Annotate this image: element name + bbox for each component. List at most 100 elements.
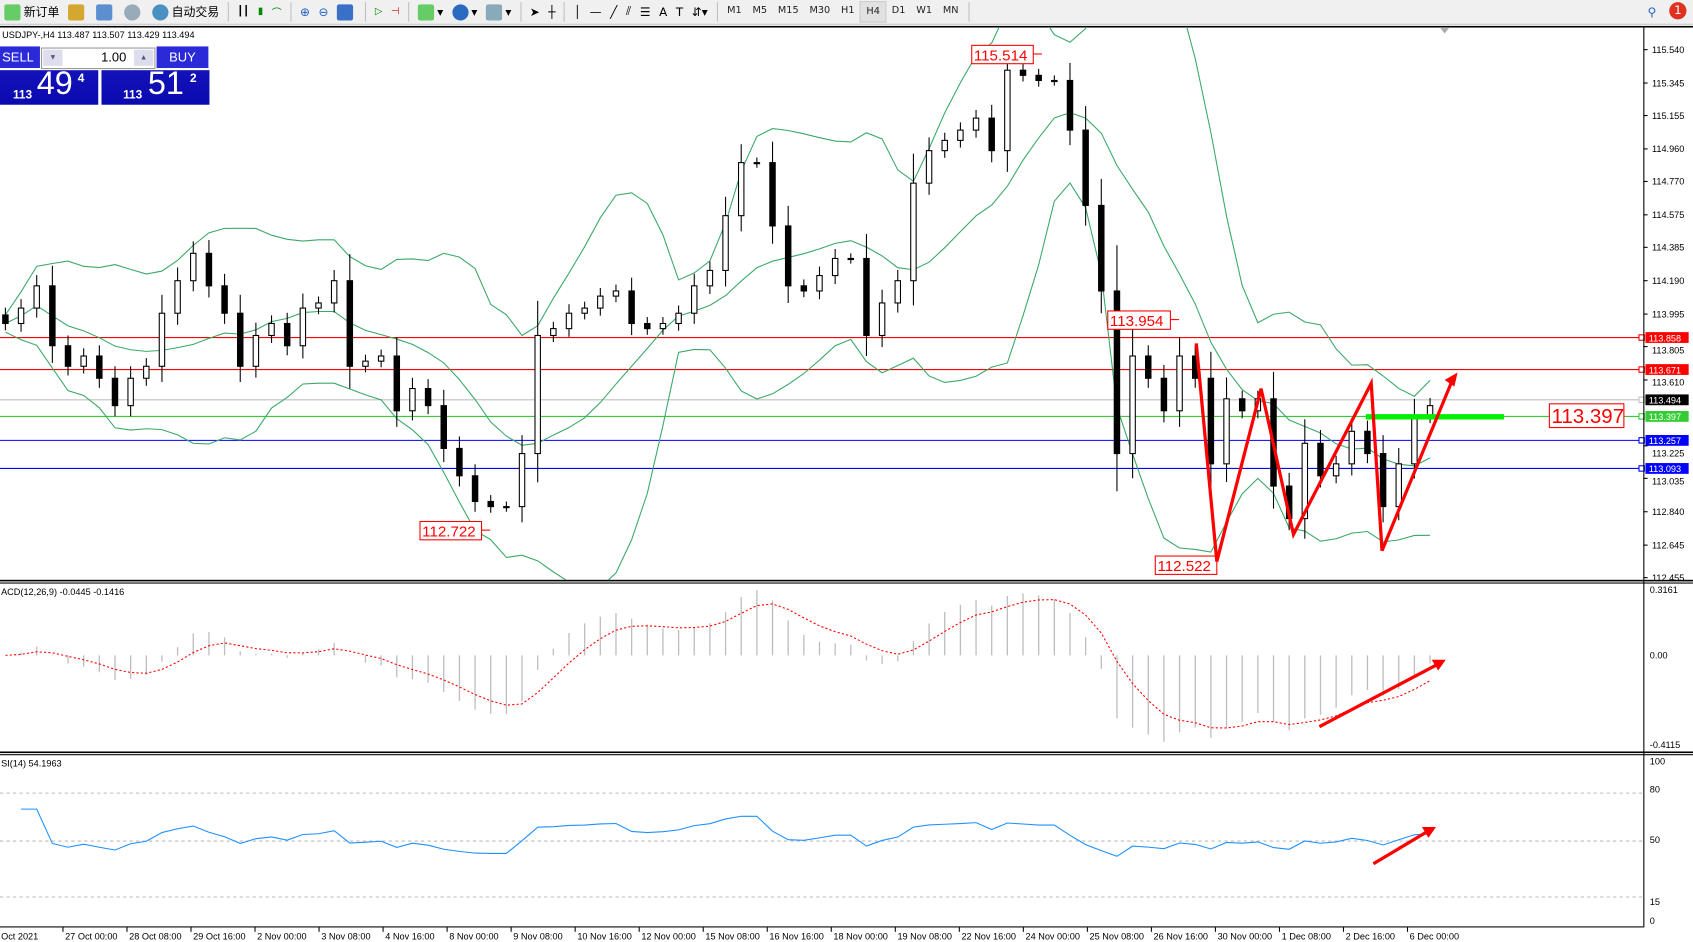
annotation-low-1: 112.722: [422, 524, 476, 541]
text-label-button[interactable]: T: [672, 1, 688, 23]
level-badge-label: 113.858: [1649, 333, 1681, 343]
horizontal-line-button[interactable]: —: [585, 1, 606, 23]
lot-increase-button[interactable]: ▲: [133, 49, 154, 66]
arrows-button[interactable]: ⇵▾: [687, 1, 712, 23]
autoscroll-button[interactable]: ▷: [371, 1, 387, 23]
chart-shift-button[interactable]: ⊣: [387, 1, 404, 23]
pane-divider[interactable]: [0, 579, 1693, 582]
rsi-label: SI(14) 54.1963: [1, 759, 62, 769]
tile-windows-button[interactable]: [333, 1, 361, 23]
line-chart-button[interactable]: ⌒: [268, 1, 286, 23]
text-button[interactable]: A: [655, 1, 672, 23]
timeframe-mn[interactable]: MN: [942, 5, 959, 17]
lot-size-input[interactable]: ▼ 1.00 ▲: [41, 47, 156, 70]
timeframe-h4[interactable]: H4: [859, 1, 887, 23]
candle-body: [1082, 129, 1089, 206]
candle-body: [221, 285, 228, 314]
time-tick-label: 9 Nov 08:00: [513, 931, 562, 941]
candlestick-button[interactable]: ▮: [254, 1, 268, 23]
history-button[interactable]: [64, 1, 92, 23]
sell-button[interactable]: SELL: [0, 46, 40, 69]
auto-trading-button[interactable]: 自动交易: [148, 1, 224, 23]
bar-chart-button[interactable]: ┃┃: [233, 1, 253, 23]
indicators-button[interactable]: ▾: [414, 1, 448, 23]
rsi-tick: 15: [1650, 897, 1660, 907]
market-watch-button[interactable]: [92, 1, 120, 23]
notification-badge: 1: [1669, 2, 1687, 20]
price-tick-label: 113.995: [1652, 309, 1684, 319]
candle-body: [1113, 290, 1121, 455]
search-button[interactable]: ⚲: [1643, 1, 1660, 23]
crosshair-button[interactable]: ┼: [544, 1, 560, 23]
candle-body: [769, 162, 776, 227]
timeframe-h1[interactable]: H1: [841, 5, 855, 17]
zoom-out-button[interactable]: ⊖: [314, 1, 333, 23]
macd-trend-arrow: [1318, 661, 1442, 729]
price-levels: 113.858 113.671 113.494 113.397 113.257 113.0…: [0, 332, 1689, 474]
bid-prefix: 113: [12, 88, 33, 102]
tile-icon: [337, 3, 354, 20]
fibonacci-button[interactable]: ☰: [636, 1, 655, 23]
horizontal-line-icon: —: [589, 4, 602, 19]
price-tick-label: 114.575: [1652, 210, 1684, 220]
level-badge: [1645, 463, 1689, 474]
trendline-button[interactable]: ╱: [606, 1, 622, 23]
candle-body: [753, 162, 761, 165]
lot-decrease-button[interactable]: ▼: [43, 49, 63, 66]
timeframe-m1[interactable]: M1: [727, 5, 742, 17]
timeframe-m30[interactable]: M30: [809, 5, 831, 17]
candle-body: [1066, 79, 1074, 131]
timeframe-m5[interactable]: M5: [752, 5, 768, 17]
candle-body: [1301, 442, 1309, 520]
separator: [290, 2, 292, 22]
autoscroll-icon: ▷: [374, 6, 383, 18]
candle-body: [96, 355, 103, 379]
notifications-button[interactable]: 1: [1661, 1, 1693, 23]
time-axis: Oct 2021 27 Oct 00:00 28 Oct 08:00 29 Oct 1…: [1, 927, 1459, 941]
vertical-line-button[interactable]: │: [569, 1, 585, 23]
one-click-trading-panel: SELL ▼ 1.00 ▲ BUY 113 49 4 113 51 2: [0, 46, 210, 105]
signals-button[interactable]: [120, 1, 148, 23]
candle-body: [315, 302, 322, 309]
text-icon: A: [659, 4, 668, 19]
timeframe-d1[interactable]: D1: [891, 5, 906, 17]
macd-tick: -0.4115: [1650, 740, 1680, 750]
candle-body: [1160, 377, 1168, 412]
cursor-button[interactable]: ➤: [525, 1, 544, 23]
new-order-button[interactable]: 新订单: [0, 1, 64, 23]
time-tick-label: 8 Nov 00:00: [449, 931, 498, 941]
timeframe-w1[interactable]: W1: [916, 5, 933, 17]
level-badge: [1645, 364, 1689, 375]
separator: [968, 2, 970, 22]
time-tick-label: 27 Oct 00:00: [65, 931, 117, 941]
candle-body: [424, 387, 432, 407]
separator: [716, 2, 718, 22]
periods-button[interactable]: ▾: [448, 1, 482, 23]
candlestick-icon: ▮: [257, 6, 264, 18]
time-tick-label: Oct 2021: [1, 931, 38, 941]
candle-body: [236, 312, 244, 367]
time-tick-label: 26 Nov 16:00: [1154, 931, 1208, 941]
level-badge-label: 113.397: [1649, 412, 1681, 422]
pane-divider[interactable]: [0, 751, 1693, 754]
buy-button[interactable]: BUY: [156, 46, 209, 69]
bollinger-middle: [5, 112, 1431, 467]
candle-body: [283, 322, 291, 347]
time-tick-label: 24 Nov 00:00: [1025, 931, 1079, 941]
level-badge-label: 113.257: [1649, 436, 1681, 446]
candle-body: [957, 129, 964, 141]
ask-price[interactable]: 113 51 2: [101, 66, 210, 105]
channel-button[interactable]: ⫽: [622, 1, 636, 23]
timeframe-m15[interactable]: M15: [777, 5, 799, 17]
zoom-in-button[interactable]: ⊕: [296, 1, 315, 23]
bid-price[interactable]: 113 49 4: [0, 66, 99, 105]
annotations: 115.514 113.954 112.722 112.522 113.397: [419, 28, 1625, 866]
macd-pane: [5, 590, 1431, 742]
candle-body: [174, 280, 181, 314]
cursor-icon: ➤: [529, 4, 540, 19]
templates-button[interactable]: ▾: [482, 1, 516, 23]
price-tick-label: 114.770: [1652, 177, 1684, 187]
separator: [365, 2, 367, 22]
price-tick-label: 113.225: [1652, 449, 1684, 459]
